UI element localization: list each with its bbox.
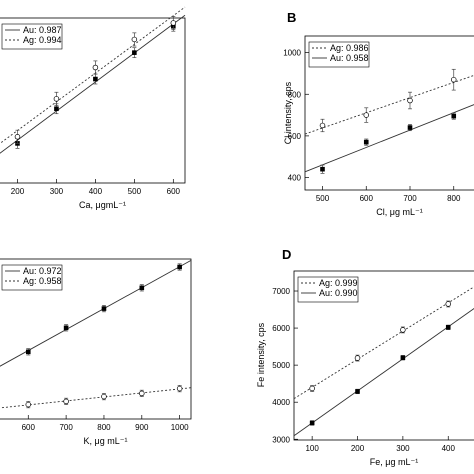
data-point xyxy=(355,389,360,394)
x-tick-label: 500 xyxy=(128,187,142,196)
data-point xyxy=(363,112,370,118)
x-tick-label: 600 xyxy=(167,187,181,196)
data-point xyxy=(354,355,361,361)
legend-entry: Ag: 0.999 xyxy=(319,278,358,288)
legend-entry: Au: 0.990 xyxy=(319,288,358,298)
fit-line xyxy=(0,259,192,367)
data-point xyxy=(407,97,413,104)
x-tick-label: 200 xyxy=(11,187,25,196)
fit-line xyxy=(304,74,474,135)
y-tick-label: 6000 xyxy=(272,324,290,333)
plot-frame xyxy=(293,270,474,441)
data-point xyxy=(25,349,31,355)
data-point xyxy=(92,64,99,71)
data-point xyxy=(309,420,315,426)
y-tick-label: 5000 xyxy=(272,361,290,370)
y-tick-label: 4000 xyxy=(272,398,290,407)
legend-entry: Ag: 0.986 xyxy=(330,43,369,53)
data-point xyxy=(131,36,138,43)
x-axis-label: K, μg mL⁻¹ xyxy=(84,436,128,446)
x-tick-label: 500 xyxy=(316,194,330,203)
x-tick-label: 300 xyxy=(50,187,64,196)
data-point xyxy=(445,325,451,330)
y-tick-label: 1000 xyxy=(283,49,301,58)
plot-frame xyxy=(0,17,186,184)
x-tick-label: 100 xyxy=(305,444,319,453)
data-point xyxy=(63,325,69,331)
y-tick-label: 3000 xyxy=(272,435,290,444)
data-point xyxy=(451,113,457,119)
data-point xyxy=(407,125,413,130)
x-axis-label: Ca, μgmL⁻¹ xyxy=(79,200,126,210)
data-point xyxy=(25,401,32,408)
data-point xyxy=(400,355,406,361)
y-tick-label: 400 xyxy=(288,174,302,183)
panel-letter: B xyxy=(287,10,296,25)
legend-entry: Ag: 0.958 xyxy=(23,276,62,286)
x-tick-label: 700 xyxy=(403,194,417,203)
legend-entry: Au: 0.958 xyxy=(330,53,369,63)
plot-frame xyxy=(304,35,474,191)
data-point xyxy=(139,285,145,291)
data-point xyxy=(139,390,145,397)
data-point xyxy=(309,385,315,392)
chart-panel-4: D 100 200 300 400 3000 4000 5000 6000 7000 Fe, μg … xyxy=(256,247,474,467)
fit-line xyxy=(293,286,474,400)
data-point xyxy=(451,76,457,83)
fit-line xyxy=(0,14,186,154)
data-point xyxy=(54,106,59,112)
x-tick-label: 900 xyxy=(135,423,149,432)
data-point xyxy=(177,264,182,270)
data-point xyxy=(101,306,107,311)
y-axis-label: Fe intensity, cps xyxy=(256,322,266,387)
data-point xyxy=(319,122,326,129)
x-tick-label: 300 xyxy=(396,444,410,453)
x-tick-label: 400 xyxy=(442,444,456,453)
data-point xyxy=(320,166,325,172)
data-point xyxy=(363,139,369,145)
x-tick-label: 600 xyxy=(22,423,36,432)
x-tick-label: 1000 xyxy=(171,423,189,432)
data-point xyxy=(101,393,107,400)
x-axis-label: Fe, μg mL⁻¹ xyxy=(370,457,418,467)
legend-box xyxy=(308,41,370,68)
data-point xyxy=(445,301,451,307)
fit-line xyxy=(304,104,474,173)
plot-frame xyxy=(0,258,192,420)
data-point xyxy=(400,327,406,333)
x-tick-label: 800 xyxy=(447,194,461,203)
y-tick-label: 600 xyxy=(288,132,302,141)
fit-line xyxy=(0,6,186,144)
x-tick-label: 800 xyxy=(97,423,111,432)
legend-box xyxy=(1,264,63,291)
chart-panel-2: B 500 600 700 800 400 600 800 1000 Cl, μg mL⁻¹ Cl … xyxy=(283,10,474,217)
legend-entry: Ag: 0.994 xyxy=(23,35,62,45)
panel-letter: D xyxy=(282,247,291,262)
x-tick-label: 600 xyxy=(360,194,374,203)
y-axis-label: Cl intensity, cps xyxy=(283,81,293,144)
legend-box xyxy=(297,276,359,303)
data-point xyxy=(93,76,98,82)
x-tick-label: 700 xyxy=(59,423,73,432)
data-point xyxy=(170,20,177,26)
fit-line xyxy=(293,308,474,437)
legend-entry: Au: 0.987 xyxy=(23,25,62,35)
x-axis-label: Cl, μg mL⁻¹ xyxy=(376,207,422,217)
data-point xyxy=(14,134,21,140)
legend-box xyxy=(1,23,63,50)
y-tick-label: 800 xyxy=(288,90,302,99)
y-tick-label: 7000 xyxy=(272,287,290,296)
data-point xyxy=(63,398,69,405)
data-point xyxy=(132,50,137,55)
data-point xyxy=(53,96,60,102)
legend-entry: Au: 0.972 xyxy=(23,266,62,276)
x-tick-label: 200 xyxy=(351,444,365,453)
data-point xyxy=(176,385,183,392)
x-tick-label: 400 xyxy=(89,187,103,196)
